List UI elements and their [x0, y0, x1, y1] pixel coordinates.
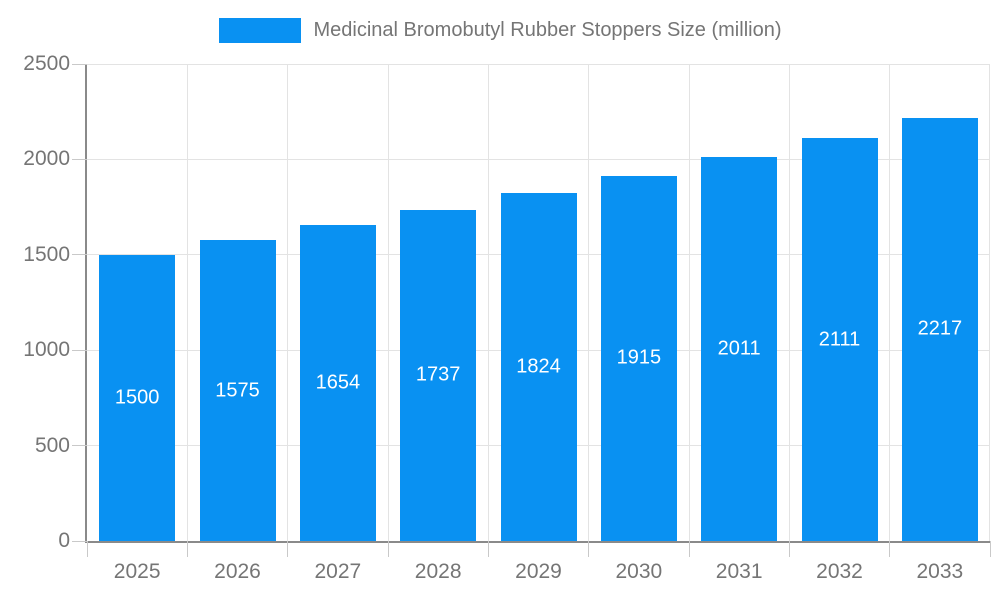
x-tick: [186, 541, 188, 557]
y-axis-label: 0: [58, 529, 70, 552]
bar-2027: [299, 225, 376, 541]
x-tick: [788, 541, 790, 557]
v-gridline: [588, 64, 590, 541]
v-gridline: [186, 64, 188, 541]
v-gridline: [688, 64, 690, 541]
bar-value-label: 1500: [114, 386, 160, 409]
bar-value-label: 1737: [415, 363, 461, 386]
x-tick: [487, 541, 489, 557]
v-gridline: [487, 64, 489, 541]
x-tick: [387, 541, 389, 557]
v-gridline: [988, 64, 990, 541]
v-gridline: [387, 64, 389, 541]
h-gridline: [87, 158, 990, 160]
bar-value-label: 2011: [717, 337, 761, 360]
bar-2025: [99, 254, 176, 541]
x-axis-label: 2032: [816, 560, 863, 583]
y-axis-label: 1500: [23, 242, 70, 266]
bar-2026: [199, 240, 276, 541]
plot-area: 1500 1575 1654 1737 1824 1915 2011 2111 2217: [87, 63, 990, 541]
y-tick: [72, 349, 87, 351]
x-tick: [588, 541, 590, 557]
legend-swatch: [218, 17, 301, 43]
bar-2031: [701, 157, 778, 541]
bar-2029: [500, 192, 577, 541]
y-tick: [72, 63, 87, 65]
y-axis-label: 2000: [23, 147, 70, 171]
y-axis-label: 500: [34, 433, 70, 457]
y-axis-label: 1000: [23, 338, 70, 362]
v-gridline: [889, 64, 891, 541]
bar-value-label: 1824: [516, 355, 561, 378]
y-tick: [72, 158, 87, 160]
v-gridline: [788, 64, 790, 541]
bar-value-label: 1915: [616, 346, 662, 369]
x-tick: [989, 541, 991, 557]
bar-2030: [600, 175, 677, 541]
x-tick: [889, 541, 891, 557]
y-tick: [72, 540, 87, 542]
x-axis-label: 2026: [214, 560, 261, 583]
x-axis-label: 2030: [615, 560, 663, 583]
bar-value-label: 2217: [917, 317, 963, 340]
h-gridline: [87, 63, 990, 65]
bar-value-label: 1654: [315, 371, 361, 394]
x-axis-label: 2027: [314, 560, 362, 583]
y-tick: [72, 254, 87, 256]
legend: Medicinal Bromobutyl Rubber Stoppers Siz…: [0, 15, 1000, 45]
y-axis-label: 2500: [23, 52, 70, 75]
x-tick: [86, 541, 88, 557]
x-axis-label: 2029: [515, 560, 562, 583]
bar-value-label: 2111: [818, 328, 861, 351]
bar-2032: [801, 138, 878, 541]
x-axis-label: 2028: [414, 560, 462, 583]
bar-value-label: 1575: [215, 379, 260, 402]
x-tick: [287, 541, 289, 557]
x-axis-label: 2033: [916, 560, 964, 583]
v-gridline: [287, 64, 289, 541]
x-tick: [688, 541, 690, 557]
x-axis-line: [85, 541, 990, 543]
legend-label: Medicinal Bromobutyl Rubber Stoppers Siz…: [313, 18, 782, 41]
y-axis-line: [85, 64, 87, 543]
bar-2028: [400, 209, 477, 541]
bar-2033: [901, 117, 978, 541]
x-axis-label: 2025: [113, 560, 161, 583]
x-axis-label: 2031: [715, 560, 763, 583]
y-tick: [72, 445, 87, 447]
